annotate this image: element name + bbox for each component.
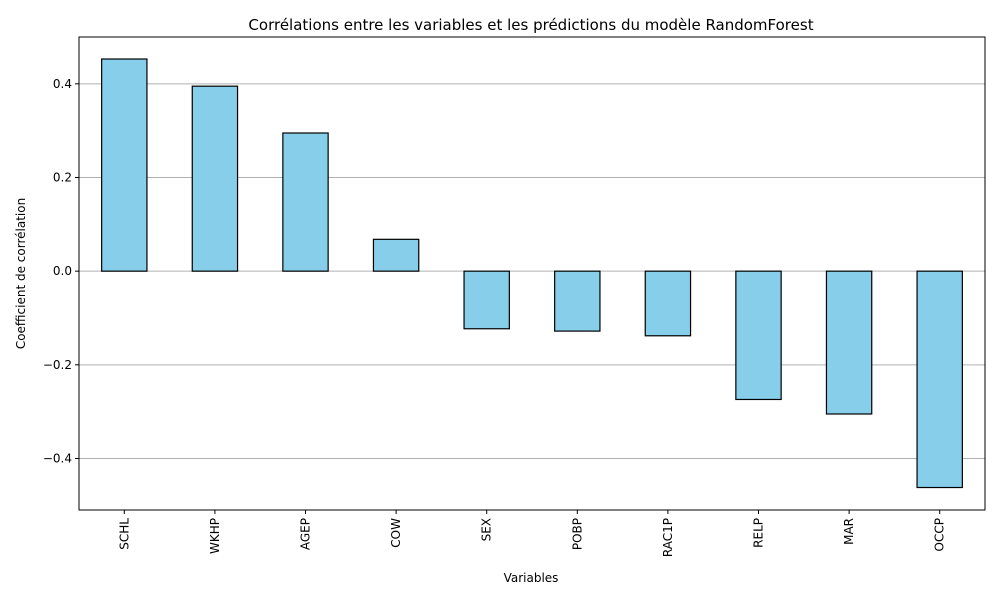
x-tick-label: COW <box>389 518 403 548</box>
y-axis-title: Coefficient de corrélation <box>14 198 28 349</box>
x-axis-title: Variables <box>504 571 559 585</box>
x-tick-label: RELP <box>752 518 766 548</box>
bar-schl <box>101 58 148 272</box>
y-tick-label: 0.2 <box>53 170 72 184</box>
x-tick-label: SCHL <box>117 518 131 550</box>
y-tick-label: −0.2 <box>43 358 72 372</box>
bar-rac1p <box>644 270 692 337</box>
x-tick-label: OCCP <box>933 518 947 551</box>
bar-relp <box>735 270 782 401</box>
bar-cow <box>372 238 420 272</box>
bar-occp <box>916 270 963 489</box>
bar-sex <box>463 270 510 330</box>
bar-mar <box>825 270 873 415</box>
chart-title: Corrélations entre les variables et les … <box>248 16 813 34</box>
x-tick-label: WKHP <box>208 518 222 554</box>
y-tick-label: 0.4 <box>53 77 72 91</box>
x-tick-label: RAC1P <box>661 518 675 557</box>
x-tick-label: AGEP <box>299 518 313 550</box>
bar-agep <box>282 132 329 272</box>
x-tick-label: MAR <box>842 518 856 545</box>
bar-pobp <box>554 270 601 332</box>
x-tick-label: POBP <box>570 518 584 550</box>
x-tick-label: SEX <box>480 518 494 541</box>
x-axis-ticks: SCHL WKHP AGEP COW SEX POBP RAC1P RELP MAR OCCP <box>117 510 947 557</box>
bar-wkhp <box>191 85 239 272</box>
y-tick-label: −0.4 <box>43 451 72 465</box>
bars <box>101 58 963 489</box>
y-axis-ticks: −0.4 −0.2 0.0 0.2 0.4 <box>43 77 79 465</box>
plot-frame <box>78 36 986 511</box>
y-tick-label: 0.0 <box>53 264 72 278</box>
